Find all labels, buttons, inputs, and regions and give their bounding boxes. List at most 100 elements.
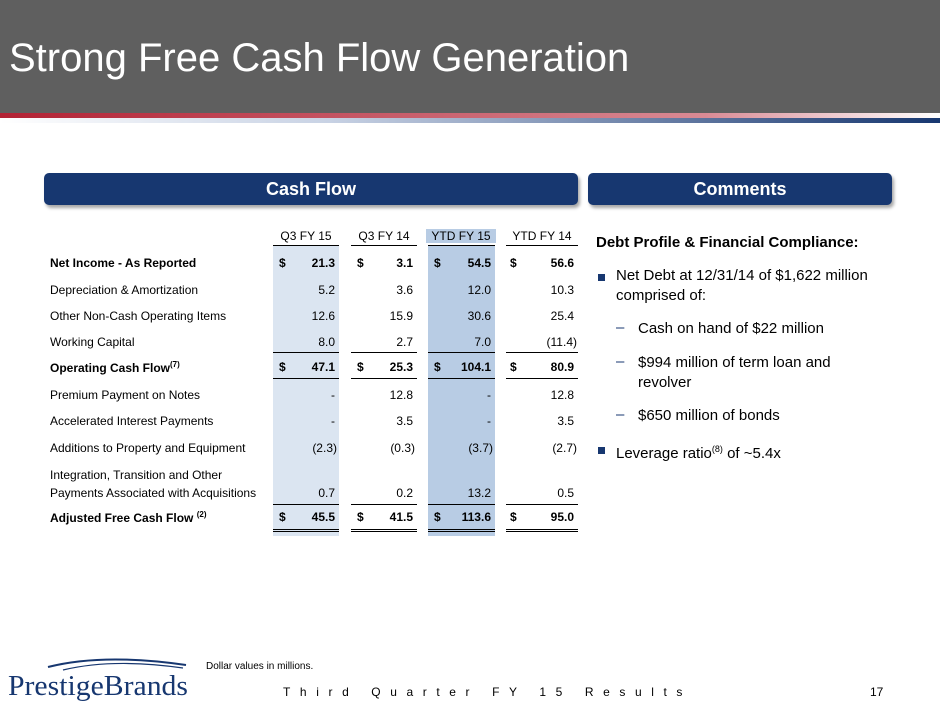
total-double-rule — [428, 529, 495, 532]
row-label-line1: Integration, Transition and Other — [50, 468, 223, 482]
cash-flow-header: Cash Flow — [44, 173, 578, 205]
cell-value: (0.3) — [390, 441, 415, 455]
total-rule — [506, 504, 578, 505]
cell-value: 7.0 — [474, 335, 491, 349]
bullet-net-debt: Net Debt at 12/31/14 of $1,622 million c… — [616, 267, 868, 304]
comments-panel: Debt Profile & Financial Compliance: Net… — [596, 234, 906, 474]
cell-value: 12.0 — [467, 283, 491, 297]
cell-value: 56.6 — [550, 256, 574, 270]
cell-value: - — [331, 388, 335, 402]
currency-symbol: $ — [357, 256, 364, 270]
row-label: Depreciation & Amortization — [50, 283, 199, 297]
currency-symbol: $ — [279, 360, 286, 374]
cell-value: 3.1 — [396, 256, 413, 270]
cell-value: 104.1 — [460, 360, 491, 374]
col-header-rule — [428, 245, 495, 246]
col-header-rule — [351, 245, 417, 246]
col-header-ytdfy15: YTD FY 15 — [426, 229, 496, 243]
table-row: Accelerated Interest Payments - 3.5 - 3.… — [48, 414, 583, 430]
row-label: Premium Payment on Notes — [50, 388, 201, 402]
table-row: Adjusted Free Cash Flow (2) $ 45.5 $ 41.… — [48, 510, 583, 526]
row-label: Adjusted Free Cash Flow (2) — [50, 510, 207, 525]
table-row: Integration, Transition and Other Paymen… — [48, 468, 583, 502]
footnote: Dollar values in millions. — [206, 661, 314, 672]
cell-value: 3.6 — [396, 283, 413, 297]
table-row: Working Capital 8.0 2.7 7.0 (11.4) — [48, 335, 583, 351]
table-row: Premium Payment on Notes - 12.8 - 12.8 — [48, 388, 583, 404]
col-header-ytdfy14: YTD FY 14 — [512, 229, 572, 243]
page-number: 17 — [870, 685, 884, 699]
col-shade-ytdfy15 — [428, 246, 495, 536]
cell-value: 25.4 — [550, 309, 574, 323]
cell-value: 2.7 — [396, 335, 413, 349]
col-shade-q3fy15 — [273, 246, 339, 536]
subtotal-rule — [273, 352, 339, 353]
cell-value: 30.6 — [467, 309, 491, 323]
dash-icon: – — [616, 406, 625, 423]
title-bar — [0, 0, 940, 115]
sub-bonds: $650 million of bonds — [638, 407, 780, 424]
cell-value: 21.3 — [311, 256, 335, 270]
col-header-rule — [506, 245, 578, 246]
subtotal-rule — [506, 352, 578, 353]
currency-symbol: $ — [434, 510, 441, 524]
subtotal-rule — [428, 378, 495, 379]
subtotal-rule — [351, 352, 417, 353]
cell-value: 3.5 — [557, 414, 574, 428]
cell-value: 25.3 — [389, 360, 413, 374]
currency-symbol: $ — [510, 510, 517, 524]
subtotal-rule — [351, 378, 417, 379]
sub-cash-on-hand: Cash on hand of $22 million — [638, 320, 824, 337]
cell-value: (2.7) — [552, 441, 577, 455]
currency-symbol: $ — [357, 510, 364, 524]
table-row: Other Non-Cash Operating Items 12.6 15.9… — [48, 309, 583, 325]
cell-value: 0.2 — [396, 486, 413, 500]
currency-symbol: $ — [510, 360, 517, 374]
currency-symbol: $ — [434, 360, 441, 374]
total-rule — [428, 504, 495, 505]
cell-value: 45.5 — [311, 510, 335, 524]
bullet-square-icon — [598, 274, 605, 281]
comments-header: Comments — [588, 173, 892, 205]
col-header-rule — [273, 245, 339, 246]
bullet-leverage: Leverage ratio(8) of ~5.4x — [616, 444, 781, 462]
currency-symbol: $ — [510, 256, 517, 270]
row-label: Working Capital — [50, 335, 135, 349]
cell-value: 54.5 — [467, 256, 491, 270]
total-double-rule — [351, 529, 417, 532]
subtotal-rule — [428, 352, 495, 353]
dash-icon: – — [616, 353, 625, 370]
footer-label: Third Quarter FY 15 Results — [283, 685, 693, 699]
col-header-q3fy15: Q3 FY 15 — [280, 229, 332, 243]
cell-value: (3.7) — [468, 441, 493, 455]
table-row: Additions to Property and Equipment (2.3… — [48, 441, 583, 457]
cell-value: - — [331, 414, 335, 428]
sub-term-loan: $994 million of term loan and revolver — [638, 354, 831, 391]
total-double-rule — [506, 529, 578, 532]
comments-heading: Debt Profile & Financial Compliance: — [596, 234, 859, 251]
cell-value: - — [487, 414, 491, 428]
cell-value: 8.0 — [318, 335, 335, 349]
table-row: Operating Cash Flow(7) $ 47.1 $ 25.3 $ 1… — [48, 360, 583, 376]
row-label: Accelerated Interest Payments — [50, 414, 214, 428]
cell-value: 12.6 — [311, 309, 335, 323]
currency-symbol: $ — [434, 256, 441, 270]
row-label: Operating Cash Flow(7) — [50, 360, 180, 375]
total-rule — [351, 504, 417, 505]
page-title: Strong Free Cash Flow Generation — [9, 36, 630, 80]
cell-value: 12.8 — [550, 388, 574, 402]
table-row: Depreciation & Amortization 5.2 3.6 12.0… — [48, 283, 583, 299]
cell-value: 3.5 — [396, 414, 413, 428]
cell-value: 10.3 — [550, 283, 574, 297]
cell-value: - — [487, 388, 491, 402]
logo-text: PrestigeBrands — [8, 670, 188, 702]
table-row: Net Income - As Reported $ 21.3 $ 3.1 $ … — [48, 256, 583, 272]
total-double-rule — [273, 529, 339, 532]
dash-icon: – — [616, 319, 625, 336]
row-label-line2: Payments Associated with Acquisitions — [50, 486, 257, 500]
row-label: Additions to Property and Equipment — [50, 441, 246, 455]
cell-value: 80.9 — [550, 360, 574, 374]
cell-value: (11.4) — [546, 335, 577, 349]
prestige-brands-logo: PrestigeBrands — [8, 658, 188, 702]
cell-value: 13.2 — [467, 486, 491, 500]
